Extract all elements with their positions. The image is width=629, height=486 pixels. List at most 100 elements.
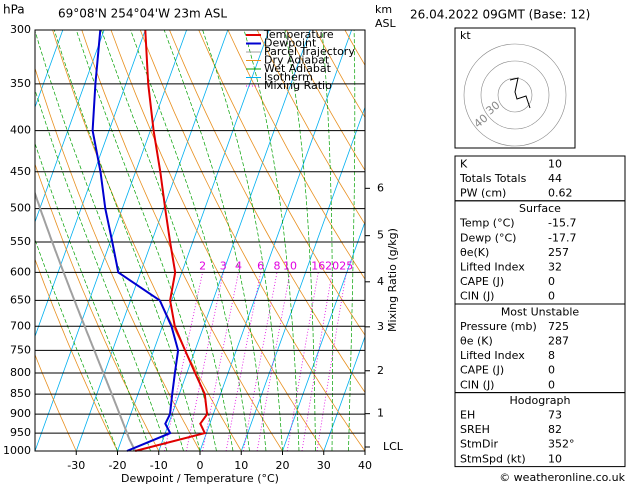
y-tick-label: 500 (10, 202, 31, 215)
row-value: 287 (548, 335, 569, 348)
wet-adiabat (130, 30, 250, 451)
date: 26.04.2022 09GMT (Base: 12) (410, 8, 590, 22)
dry-adiabat (169, 30, 365, 394)
row-label: EH (460, 409, 475, 422)
isotherm (117, 30, 270, 451)
row-value: 0 (548, 290, 555, 303)
dry-adiabat (139, 30, 365, 451)
legend-label: Dry Adiabat (264, 54, 330, 67)
isotherm (158, 30, 311, 451)
hodograph-ring-label: 40 (472, 112, 491, 131)
mixing-ratio-line (225, 272, 262, 451)
x-tick-label: 10 (234, 459, 248, 472)
row-label: K (460, 157, 468, 170)
y2-axis-title: Mixing Ratio (g/kg) (386, 228, 399, 332)
parcel-layer (35, 190, 137, 451)
lcl-label: LCL (383, 440, 404, 453)
section-title: Surface (519, 202, 561, 215)
row-label: PW (cm) (460, 187, 506, 200)
hodograph-ring-label: 30 (484, 99, 503, 118)
isotherm (199, 30, 352, 451)
row-label: CAPE (J) (460, 275, 504, 288)
wet-adiabat (321, 30, 333, 451)
row-label: SREH (460, 423, 490, 436)
isotherm (240, 106, 365, 451)
row-value: 44 (548, 172, 562, 185)
x-tick-label: 40 (358, 459, 372, 472)
plot-frame (34, 29, 366, 452)
y-tick-label: 450 (10, 165, 31, 178)
dry-adiabat (52, 30, 242, 451)
wet-adiabat (202, 30, 283, 451)
y-tick-label: 300 (10, 23, 31, 36)
row-value: 0 (548, 275, 555, 288)
mixing-ratio-line (316, 272, 347, 451)
row-label: Lifted Index (460, 349, 525, 362)
hodograph-trace (509, 77, 531, 109)
mixing-ratio-line (243, 272, 278, 451)
index-table: K 10 Totals Totals 44 PW (cm) 0.62 Surface Temp… (454, 155, 626, 468)
isotherm (75, 30, 229, 451)
row-label: Pressure (mb) (460, 320, 537, 333)
row-value: 10 (548, 157, 562, 170)
dry-adiabat (35, 258, 118, 451)
dry-adiabat (227, 30, 365, 280)
parcel-trajectory (35, 190, 137, 451)
isotherm (323, 335, 365, 451)
mixing-ratio-line (301, 272, 333, 451)
row-label: CAPE (J) (460, 364, 504, 377)
y-tick-label: 750 (10, 343, 31, 356)
isotherm (282, 220, 365, 451)
dry-adiabat (81, 30, 283, 451)
mixing-ratio-line (186, 272, 224, 451)
km-label: km (375, 3, 392, 16)
y-tick-label: 1000 (3, 444, 31, 457)
wet-adiabat (35, 142, 151, 451)
dry-adiabat (198, 30, 365, 336)
row-value: -15.7 (548, 217, 576, 230)
isotherm (35, 30, 187, 451)
dry-adiabat (35, 67, 201, 451)
km-tick-label: 3 (377, 320, 384, 333)
y-tick-label: 800 (10, 366, 31, 379)
x-tick-label: 20 (276, 459, 290, 472)
hodograph-ring (463, 43, 567, 147)
row-value: 8 (548, 349, 555, 362)
legend-label: Isotherm (264, 71, 313, 84)
table-section (454, 392, 626, 468)
row-value: 352° (548, 438, 575, 451)
x-tick-label: -30 (67, 459, 85, 472)
location: 69°08'N 254°04'W 23m ASL (58, 7, 227, 21)
hodograph-unit: kt (460, 29, 471, 42)
mixing-ratio-label: 3 (220, 259, 227, 272)
x-tick-label: 0 (197, 459, 204, 472)
wet-adiabat (35, 30, 184, 451)
x-tick-label: 30 (317, 459, 331, 472)
row-value: 0 (548, 378, 555, 391)
asl-label: ASL (375, 17, 397, 30)
mixing-ratio-line (202, 272, 239, 451)
hodograph-ring (480, 60, 550, 130)
wet-adiabat (35, 238, 118, 451)
y-tick-label: 900 (10, 407, 31, 420)
km-tick-label: 4 (377, 275, 384, 288)
wet-adiabat (163, 30, 267, 451)
mixing-ratio-label: 10 (283, 259, 297, 272)
plot-layer: 2 3 4 6 8 10 16 20 25300350400450500550600650700… (3, 23, 404, 472)
y-tick-label: 650 (10, 293, 31, 306)
wet-adiabat (243, 30, 300, 451)
mixing-ratio-label: 4 (235, 259, 242, 272)
row-value: 73 (548, 409, 562, 422)
y-tick-label: 600 (10, 265, 31, 278)
row-value: 0 (548, 364, 555, 377)
profile-line (91, 29, 180, 452)
wet-adiabat (348, 30, 356, 451)
footer: © weatheronline.co.uk (499, 471, 625, 484)
row-label: Temp (°C) (459, 217, 515, 230)
mixing-ratio-line (286, 272, 319, 451)
row-value: 32 (548, 261, 562, 274)
row-value: 82 (548, 423, 562, 436)
legend-label: Mixing Ratio (264, 79, 332, 92)
y-tick-label: 850 (10, 387, 31, 400)
